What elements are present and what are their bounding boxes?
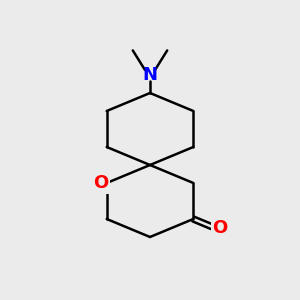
Text: O: O: [93, 174, 108, 192]
Text: O: O: [212, 219, 228, 237]
Text: N: N: [142, 66, 158, 84]
